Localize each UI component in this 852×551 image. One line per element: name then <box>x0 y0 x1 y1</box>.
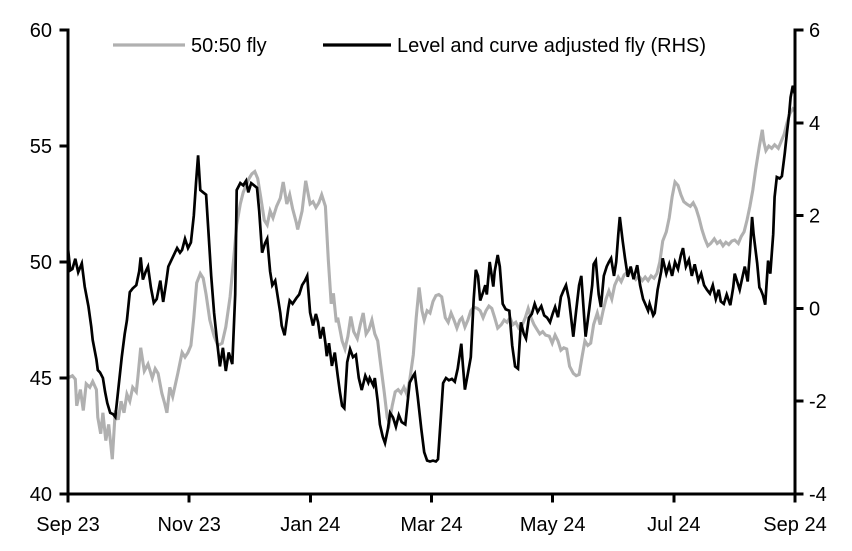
right-axis-tick-label: -2 <box>809 391 827 413</box>
right-axis-tick-label: 0 <box>809 298 820 320</box>
x-axis-tick-label: Nov 23 <box>157 514 220 536</box>
right-axis-tick-label: 4 <box>809 113 820 135</box>
axis-layer <box>59 28 804 503</box>
series-line-adjusted-fly <box>66 85 797 464</box>
x-axis-tick-label: Sep 23 <box>36 514 99 536</box>
left-axis-tick-label: 40 <box>30 484 52 506</box>
left-axis-tick-label: 45 <box>30 368 52 390</box>
x-axis-tick-label: Jan 24 <box>280 514 340 536</box>
legend-label-5050-fly: 50:50 fly <box>191 35 267 57</box>
x-axis-tick-label: Jul 24 <box>647 514 700 536</box>
legend-label-adjusted-fly: Level and curve adjusted fly (RHS) <box>397 35 706 57</box>
labels-layer: 40 45 50 55 60 -4 -2 0 2 4 6 Sep 23 Nov 23 Jan 24 Mar … <box>30 20 827 536</box>
x-axis-tick-label: Mar 24 <box>400 514 462 536</box>
x-axis-tick-label: May 24 <box>520 514 586 536</box>
left-axis-tick-label: 55 <box>30 136 52 158</box>
x-axis-tick-label: Sep 24 <box>763 514 826 536</box>
left-axis-tick-label: 60 <box>30 20 52 42</box>
right-axis-tick-label: -4 <box>809 484 827 506</box>
right-axis-tick-label: 6 <box>809 20 820 42</box>
legend: 50:50 fly Level and curve adjusted fly (… <box>113 35 706 57</box>
left-axis-tick-label: 50 <box>30 252 52 274</box>
series-line-5050-fly <box>67 106 797 460</box>
series-layer <box>66 85 797 464</box>
right-axis-tick-label: 2 <box>809 206 820 228</box>
